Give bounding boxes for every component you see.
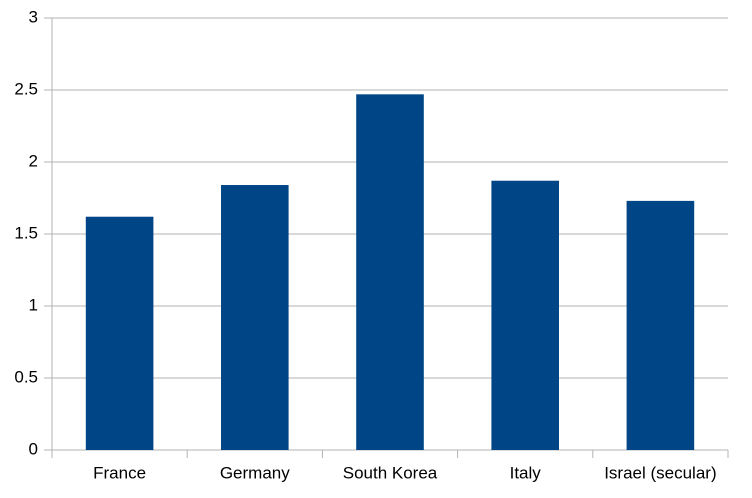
x-tick-label: Italy [510, 463, 542, 482]
bar [85, 216, 154, 450]
x-tick-label: South Korea [343, 463, 438, 482]
y-tick-label: 3 [29, 7, 38, 26]
x-tick-label: Germany [220, 463, 290, 482]
y-tick-label: 1 [29, 295, 38, 314]
x-tick-label: Israel (secular) [604, 463, 716, 482]
y-tick-label: 2.5 [14, 79, 38, 98]
y-tick-label: 0.5 [14, 367, 38, 386]
bar [491, 180, 559, 450]
bar [356, 94, 424, 450]
bar [221, 185, 289, 451]
y-tick-label: 0 [29, 439, 38, 458]
y-tick-label: 2 [29, 151, 38, 170]
y-tick-label: 1.5 [14, 223, 38, 242]
bar [626, 200, 695, 450]
x-tick-label: France [93, 463, 146, 482]
